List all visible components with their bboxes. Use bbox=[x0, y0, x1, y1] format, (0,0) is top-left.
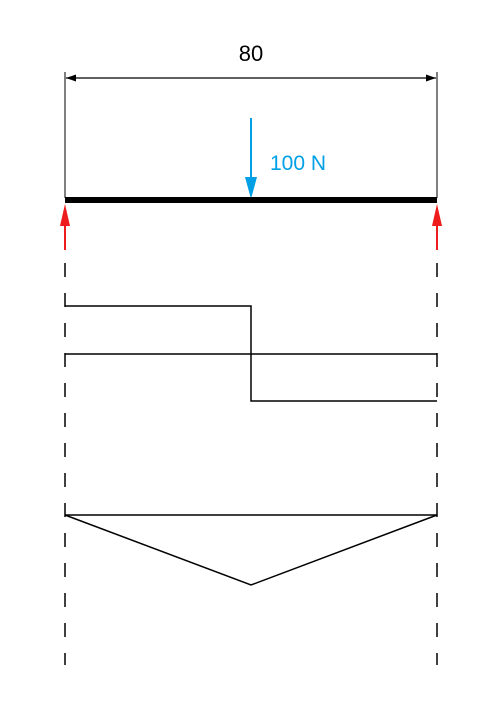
bending-moment-diagram bbox=[64, 514, 438, 586]
reaction-right bbox=[432, 204, 442, 250]
shear-force-diagram bbox=[65, 305, 437, 402]
dimension-label: 80 bbox=[239, 41, 263, 66]
reaction-left-head bbox=[60, 204, 70, 226]
load-label: 100 N bbox=[270, 152, 326, 175]
shear-curve bbox=[65, 305, 437, 402]
reaction-right-head bbox=[432, 204, 442, 226]
point-load: 100 N bbox=[245, 118, 326, 199]
span-dimension: 80 bbox=[64, 41, 438, 198]
load-arrow-head bbox=[245, 177, 257, 199]
reaction-left bbox=[60, 204, 70, 250]
moment-curve bbox=[64, 514, 438, 586]
